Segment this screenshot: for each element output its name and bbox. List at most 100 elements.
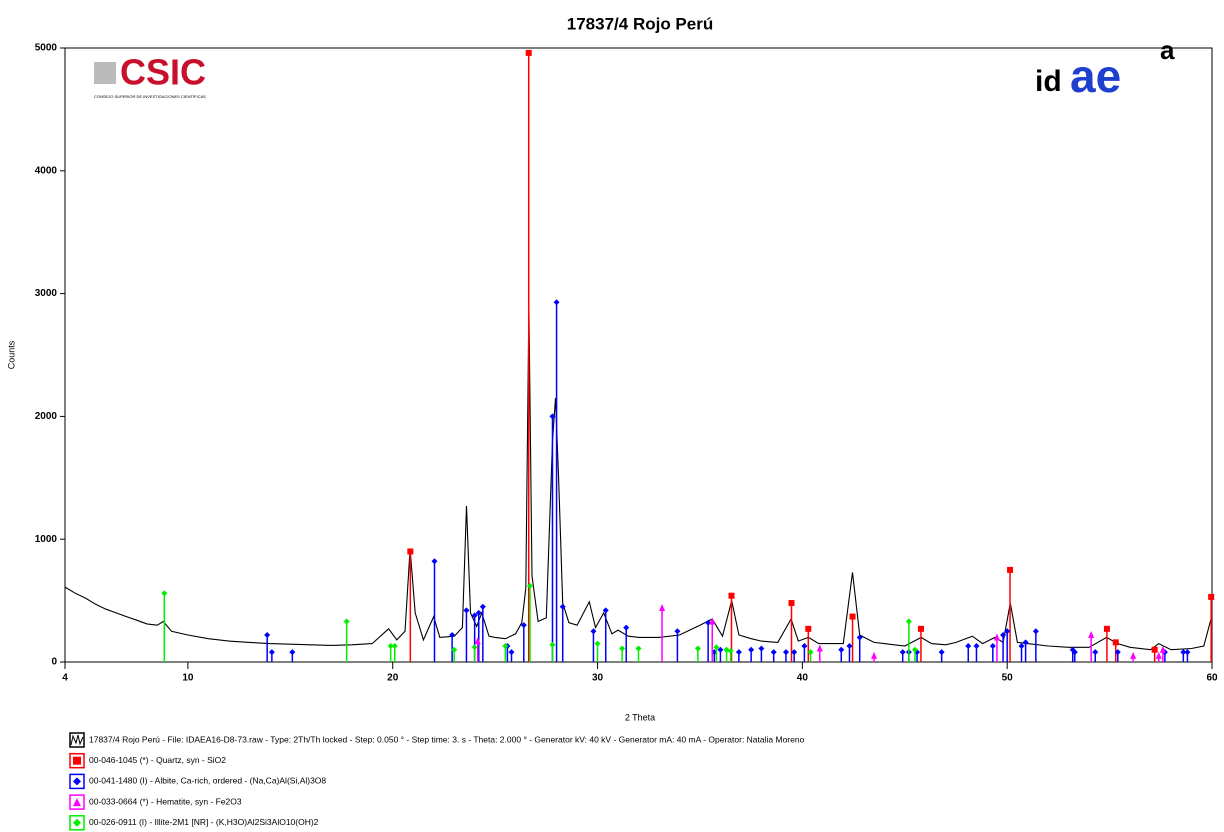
marker bbox=[1184, 649, 1191, 656]
marker bbox=[449, 631, 456, 638]
marker bbox=[508, 649, 515, 656]
marker bbox=[1159, 645, 1166, 653]
marker bbox=[989, 643, 996, 650]
logo-text: CSIC bbox=[120, 52, 206, 93]
marker bbox=[728, 592, 735, 599]
marker bbox=[619, 645, 626, 652]
marker bbox=[1112, 639, 1119, 646]
logo-text: id bbox=[1035, 65, 1062, 98]
logo-text: a bbox=[1160, 35, 1175, 65]
logo-text: ae bbox=[1070, 50, 1121, 102]
marker bbox=[807, 649, 814, 656]
x-tick-label: 50 bbox=[1002, 673, 1014, 684]
marker bbox=[1208, 593, 1215, 600]
legend-swatch-line bbox=[70, 734, 84, 746]
marker bbox=[917, 625, 924, 632]
legend-marker bbox=[73, 818, 81, 827]
legend-marker bbox=[73, 777, 81, 786]
legend-label: 17837/4 Rojo Perú - File: IDAEA16-D8-73.… bbox=[89, 734, 805, 744]
legend-marker bbox=[73, 756, 81, 765]
marker bbox=[1180, 649, 1187, 656]
logo-caption: CONSEJO SUPERIOR DE INVESTIGACIONES CIEN… bbox=[94, 94, 206, 99]
marker bbox=[1130, 651, 1137, 659]
marker bbox=[594, 640, 601, 647]
marker bbox=[623, 624, 630, 631]
marker bbox=[471, 612, 478, 619]
legend-label: 00-026-0911 (I) - Illite-2M1 [NR] - (K,H… bbox=[89, 817, 319, 827]
marker bbox=[590, 628, 597, 635]
marker bbox=[846, 643, 853, 650]
csic-logo: CSIC CONSEJO SUPERIOR DE INVESTIGACIONES… bbox=[94, 52, 206, 99]
marker bbox=[391, 643, 398, 650]
marker bbox=[289, 649, 296, 656]
x-tick-label: 30 bbox=[592, 673, 604, 684]
marker bbox=[451, 646, 458, 653]
marker bbox=[1032, 628, 1039, 635]
marker bbox=[1022, 639, 1029, 646]
marker bbox=[471, 644, 478, 651]
marker bbox=[805, 625, 812, 632]
marker bbox=[1114, 649, 1121, 656]
marker bbox=[264, 631, 271, 638]
marker bbox=[343, 618, 350, 625]
x-axis-label: 2 Theta bbox=[625, 712, 655, 722]
x-tick-label: 4 bbox=[62, 673, 68, 684]
marker bbox=[268, 649, 275, 656]
marker bbox=[1103, 625, 1110, 632]
marker bbox=[553, 299, 560, 306]
marker bbox=[674, 628, 681, 635]
marker bbox=[856, 634, 863, 641]
y-tick-label: 1000 bbox=[35, 534, 58, 545]
marker bbox=[1155, 651, 1162, 659]
marker bbox=[431, 558, 438, 565]
marker bbox=[549, 641, 556, 648]
x-tick-label: 20 bbox=[387, 673, 399, 684]
marker bbox=[387, 643, 394, 650]
marker bbox=[1004, 628, 1011, 635]
marker bbox=[849, 613, 856, 620]
marker bbox=[816, 644, 823, 652]
marker bbox=[1018, 643, 1025, 650]
marker bbox=[973, 643, 980, 650]
x-tick-label: 60 bbox=[1206, 673, 1218, 684]
marker bbox=[520, 622, 527, 629]
legend-label: 00-041-1480 (I) - Albite, Ca-rich, order… bbox=[89, 776, 326, 786]
legend-label: 00-046-1045 (*) - Quartz, syn - SiO2 bbox=[89, 755, 226, 765]
marker bbox=[635, 645, 642, 652]
marker bbox=[474, 637, 481, 645]
idaea-logo: id ae a bbox=[1035, 35, 1175, 102]
marker bbox=[1000, 631, 1007, 638]
marker bbox=[549, 413, 556, 420]
legend-label: 00-033-0664 (*) - Hematite, syn - Fe2O3 bbox=[89, 796, 242, 806]
marker bbox=[782, 649, 789, 656]
marker bbox=[838, 646, 845, 653]
marker bbox=[758, 645, 765, 652]
diffraction-pattern bbox=[64, 305, 1213, 651]
marker bbox=[965, 643, 972, 650]
marker bbox=[407, 548, 414, 555]
y-tick-label: 3000 bbox=[35, 288, 58, 299]
marker bbox=[791, 649, 798, 656]
marker bbox=[161, 590, 168, 597]
marker bbox=[748, 646, 755, 653]
x-tick-label: 10 bbox=[182, 673, 194, 684]
marker bbox=[1092, 649, 1099, 656]
marker bbox=[526, 582, 533, 589]
logo-emblem bbox=[94, 62, 116, 84]
y-axis-label: Counts bbox=[6, 340, 16, 369]
marker bbox=[479, 603, 486, 610]
marker bbox=[1151, 646, 1158, 653]
y-tick-label: 4000 bbox=[35, 165, 58, 176]
marker bbox=[912, 646, 919, 653]
marker bbox=[709, 617, 716, 625]
marker bbox=[525, 49, 532, 56]
marker bbox=[788, 600, 795, 607]
marker bbox=[727, 647, 734, 654]
marker bbox=[659, 603, 666, 611]
marker bbox=[938, 649, 945, 656]
marker bbox=[899, 649, 906, 656]
marker bbox=[475, 609, 482, 616]
x-tick-label: 40 bbox=[797, 673, 809, 684]
marker bbox=[463, 607, 470, 614]
